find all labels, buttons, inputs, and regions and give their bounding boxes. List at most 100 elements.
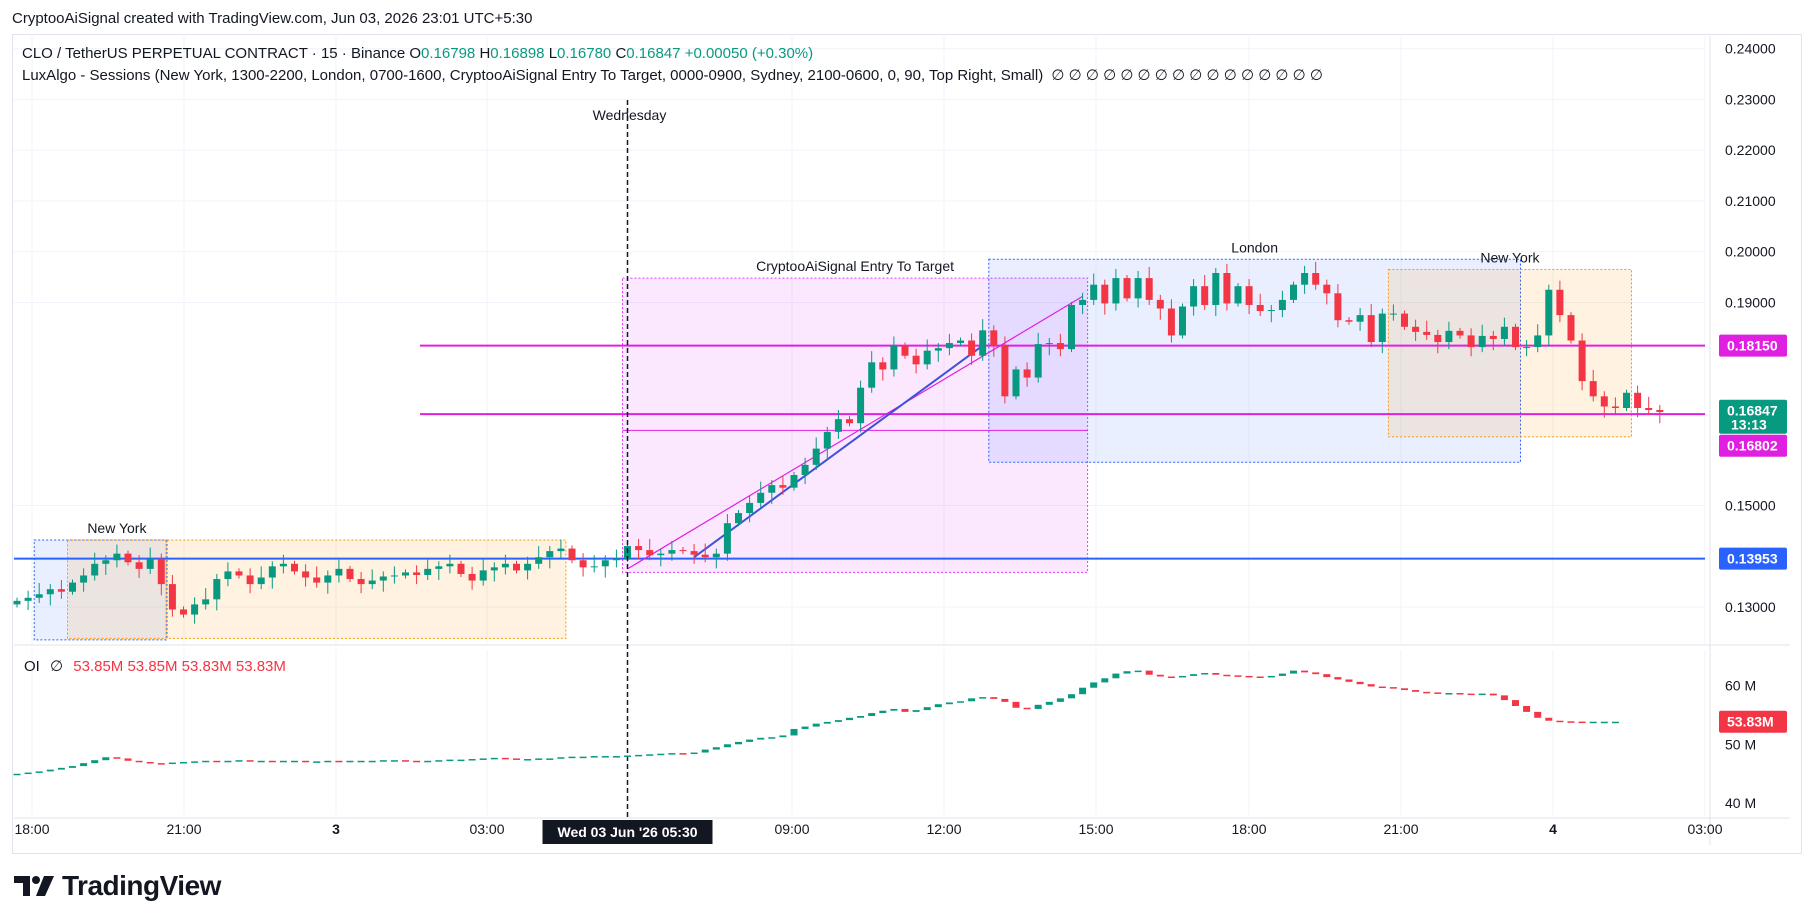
candle: [746, 502, 754, 514]
oi-bar: [257, 760, 265, 763]
oi-bar: [1112, 673, 1120, 679]
oi-bar: [790, 728, 798, 736]
candle: [313, 577, 321, 583]
candle: [1212, 273, 1220, 305]
oi-bar: [279, 760, 287, 763]
oi-bar: [335, 760, 343, 763]
oi-bar: [1356, 681, 1364, 685]
candle: [901, 345, 909, 356]
oi-legend[interactable]: OI ∅ 53.85M 53.85M 53.83M 53.83M: [24, 657, 286, 675]
oi-bar: [723, 744, 731, 748]
candle: [857, 387, 865, 424]
oi-bar: [679, 753, 687, 755]
close-label: C: [615, 45, 627, 62]
price-tick-label: 0.23000: [1725, 91, 1776, 107]
oi-bar: [812, 723, 820, 727]
oi-bar: [1611, 721, 1619, 724]
oi-bar: [1156, 674, 1164, 677]
candle: [690, 551, 698, 555]
candle: [424, 568, 432, 575]
oi-bar: [135, 760, 143, 763]
candle: [846, 419, 853, 424]
candle: [1079, 299, 1087, 305]
oi-bar: [1101, 678, 1109, 683]
oi-bar: [1556, 720, 1564, 723]
price-tag-countdown: 13:13: [1731, 417, 1767, 433]
candle: [1656, 410, 1664, 413]
candle: [1223, 273, 1231, 304]
oi-title[interactable]: OI: [24, 658, 40, 675]
oi-bar: [413, 760, 421, 763]
oi-bar: [1090, 682, 1098, 688]
oi-bar: [823, 721, 831, 724]
oi-bar: [746, 739, 754, 742]
candle: [1056, 343, 1064, 350]
candle: [1068, 304, 1075, 350]
time-tick-label: 18:00: [14, 821, 49, 837]
candle: [524, 563, 532, 571]
low-label: L: [548, 45, 558, 62]
candle: [657, 553, 665, 556]
symbol-legend[interactable]: CLO / TetherUS PERPETUAL CONTRACT · 15 ·…: [22, 45, 813, 62]
oi-bar: [668, 753, 676, 755]
oi-bar: [779, 735, 787, 738]
oi-bar: [1389, 687, 1397, 689]
oi-bar: [1600, 721, 1608, 724]
candle: [1234, 286, 1242, 304]
oi-bar: [624, 755, 631, 757]
oi-bar: [923, 707, 931, 711]
oi-bar: [424, 760, 432, 763]
candle: [801, 464, 809, 475]
candle: [379, 576, 387, 581]
oi-bar: [346, 760, 354, 763]
symbol-title[interactable]: CLO / TetherUS PERPETUAL CONTRACT · 15 ·…: [22, 45, 406, 62]
candle: [1156, 299, 1164, 309]
candle: [1545, 289, 1553, 336]
oi-bar: [1445, 693, 1453, 695]
price-tick-label: 0.21000: [1725, 193, 1776, 209]
oi-bar: [513, 758, 520, 760]
low-value: 0.16780: [557, 45, 612, 62]
candle: [712, 553, 720, 558]
price-tick-label: 0.22000: [1725, 142, 1776, 158]
indicator-title[interactable]: LuxAlgo - Sessions (New York, 1300-2200,…: [22, 67, 1044, 84]
candle: [501, 563, 509, 568]
candle: [723, 523, 731, 554]
candle: [1023, 369, 1031, 378]
candle: [213, 579, 221, 600]
time-tick-label: 15:00: [1078, 821, 1113, 837]
candle: [1312, 273, 1320, 285]
candle: [668, 550, 676, 554]
candle: [180, 609, 187, 615]
oi-bar: [1578, 721, 1586, 724]
candle: [834, 419, 842, 432]
candle: [1190, 286, 1198, 307]
candle: [779, 485, 787, 488]
price-tag-target-label: 0.16802: [1727, 438, 1778, 454]
candle: [757, 492, 765, 503]
candle: [1012, 369, 1020, 397]
candle: [1334, 293, 1342, 321]
candle: [1611, 406, 1619, 408]
open-label: O: [409, 45, 422, 62]
candle: [1467, 335, 1475, 348]
candle: [957, 340, 964, 344]
candle: [235, 571, 243, 576]
oi-bar: [1012, 701, 1020, 708]
candle: [635, 546, 643, 551]
session-label: New York: [1480, 249, 1540, 265]
oi-bar: [1290, 670, 1297, 674]
candle: [468, 573, 476, 581]
candle: [945, 343, 953, 349]
candle: [1345, 320, 1353, 322]
oi-bar: [1278, 673, 1286, 676]
oi-bar: [324, 760, 332, 763]
tradingview-logo[interactable]: TradingView: [14, 870, 221, 902]
candle: [124, 553, 132, 563]
oi-bar: [1034, 704, 1042, 709]
oi-tick-label: 50 M: [1725, 736, 1756, 752]
candle: [402, 572, 409, 576]
candle: [868, 362, 876, 388]
indicator-legend[interactable]: LuxAlgo - Sessions (New York, 1300-2200,…: [22, 66, 1323, 84]
